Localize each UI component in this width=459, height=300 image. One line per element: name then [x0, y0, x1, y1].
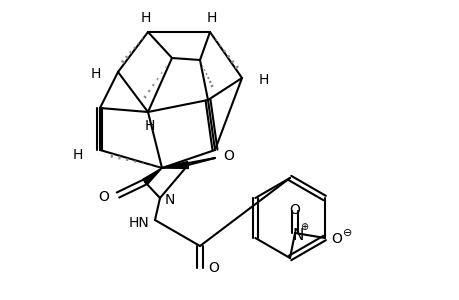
Text: ⊖: ⊖ [342, 228, 352, 238]
Text: O: O [331, 232, 341, 246]
Text: HN: HN [129, 216, 149, 230]
Text: O: O [289, 203, 300, 217]
Text: H: H [145, 119, 155, 133]
Polygon shape [162, 161, 188, 169]
Text: N: N [164, 193, 175, 207]
Text: H: H [258, 73, 269, 87]
Text: O: O [223, 149, 234, 163]
Text: ⊕: ⊕ [299, 222, 308, 232]
Text: H: H [140, 11, 151, 25]
Text: O: O [98, 190, 109, 204]
Text: O: O [208, 261, 219, 275]
Text: H: H [207, 11, 217, 25]
Polygon shape [142, 168, 162, 185]
Text: H: H [90, 67, 101, 81]
Text: N: N [291, 227, 303, 242]
Text: H: H [73, 148, 83, 162]
